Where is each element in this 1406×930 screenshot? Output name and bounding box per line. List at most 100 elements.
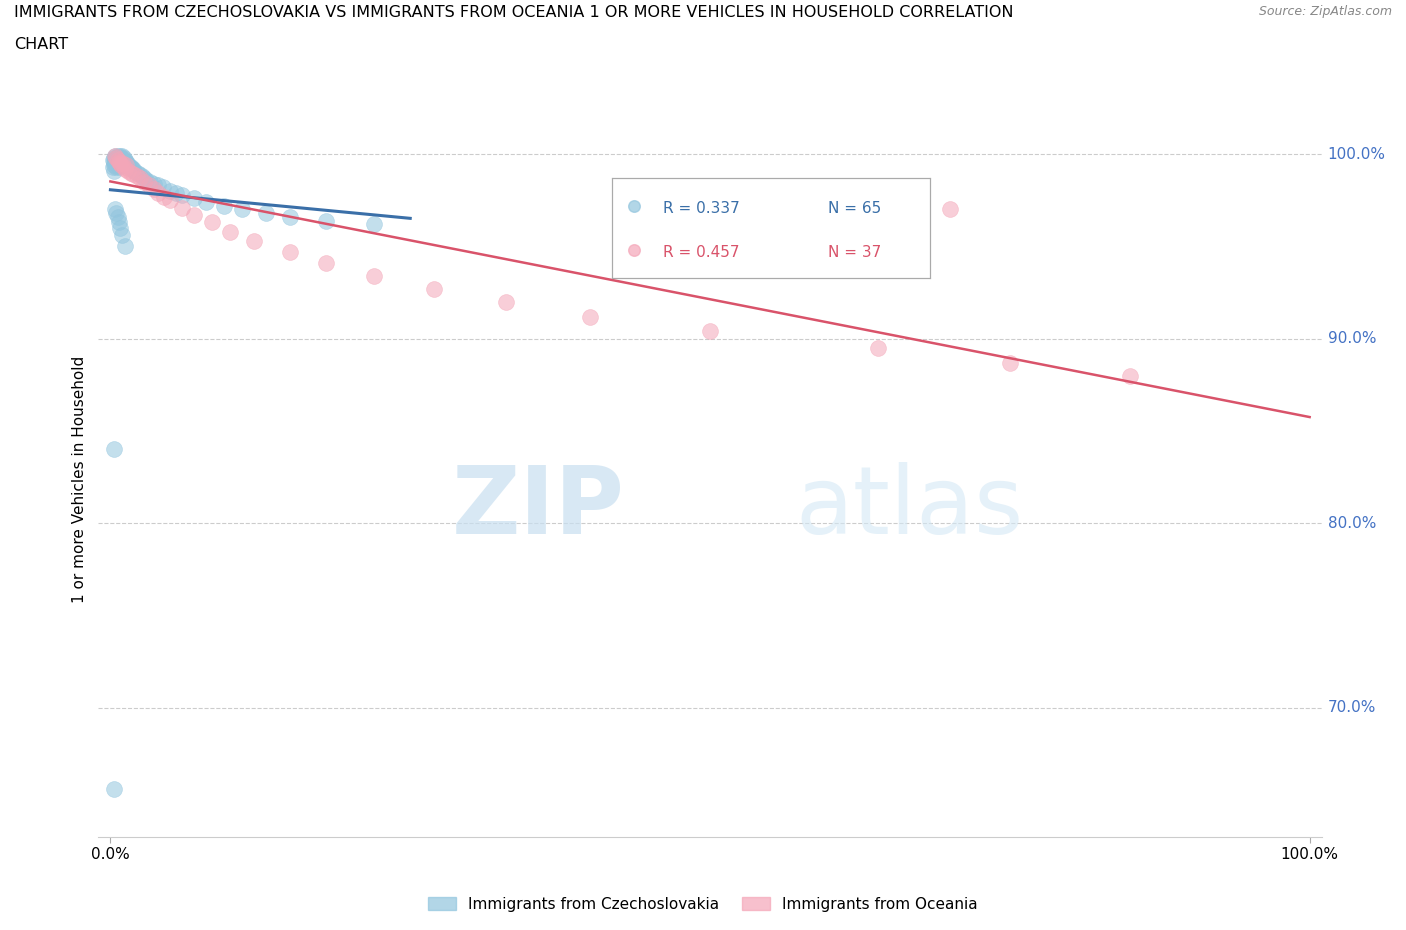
Point: [201, 215, 224, 230]
Point: [120, 166, 142, 180]
Point: [111, 156, 134, 171]
Point: [110, 151, 132, 166]
Point: [142, 181, 165, 196]
Point: [152, 179, 174, 194]
Point: [219, 224, 242, 239]
Point: [103, 151, 125, 166]
Point: [132, 171, 155, 186]
Point: [495, 294, 517, 309]
Point: [125, 166, 148, 180]
Point: [998, 355, 1021, 370]
Point: [122, 167, 145, 182]
Point: [111, 228, 134, 243]
Point: [121, 162, 143, 177]
Text: R = 0.457: R = 0.457: [664, 245, 740, 259]
Point: [278, 245, 301, 259]
Point: [111, 154, 134, 169]
Point: [114, 239, 136, 254]
Text: 100.0%: 100.0%: [1327, 147, 1386, 162]
Point: [153, 189, 176, 204]
Point: [623, 199, 645, 214]
Point: [231, 202, 253, 217]
Point: [866, 340, 889, 355]
Point: [148, 185, 170, 200]
Point: [183, 207, 205, 222]
Point: [139, 174, 162, 189]
Point: [108, 158, 131, 173]
Point: [105, 206, 128, 220]
Text: Source: ZipAtlas.com: Source: ZipAtlas.com: [1258, 5, 1392, 18]
Point: [114, 153, 136, 167]
Point: [105, 160, 128, 175]
Point: [623, 243, 645, 258]
Point: [108, 160, 129, 175]
Text: R = 0.337: R = 0.337: [664, 201, 740, 216]
Point: [108, 154, 129, 169]
Point: [112, 156, 135, 171]
Point: [132, 174, 155, 189]
Point: [117, 164, 139, 179]
Point: [104, 156, 127, 171]
Point: [103, 154, 125, 169]
Point: [101, 160, 124, 175]
Point: [104, 149, 127, 164]
Point: [148, 178, 170, 193]
Point: [112, 160, 135, 175]
Point: [125, 169, 148, 184]
Point: [104, 202, 127, 217]
Point: [363, 217, 385, 232]
Point: [103, 781, 125, 796]
Point: [214, 198, 236, 213]
Point: [131, 169, 153, 184]
Point: [183, 191, 205, 206]
Point: [103, 442, 125, 457]
Point: [114, 162, 136, 177]
Point: [195, 194, 218, 209]
Point: [112, 151, 135, 166]
Point: [105, 151, 128, 166]
Point: [243, 233, 266, 248]
Point: [939, 202, 962, 217]
Text: ZIP: ZIP: [451, 461, 624, 553]
Point: [118, 160, 141, 175]
Point: [135, 173, 157, 188]
Point: [117, 158, 139, 173]
Text: CHART: CHART: [14, 37, 67, 52]
Point: [108, 215, 129, 230]
Point: [172, 187, 194, 202]
Point: [107, 153, 129, 167]
Point: [108, 156, 131, 171]
Point: [128, 167, 150, 182]
Point: [107, 153, 129, 167]
Point: [159, 193, 181, 207]
Point: [159, 183, 181, 198]
Point: [363, 269, 385, 284]
Point: [108, 149, 131, 164]
Point: [103, 164, 125, 179]
Point: [579, 309, 602, 324]
Point: [1119, 368, 1142, 383]
Point: [108, 154, 129, 169]
Point: [138, 178, 160, 193]
Point: [165, 185, 187, 200]
Legend: Immigrants from Czechoslovakia, Immigrants from Oceania: Immigrants from Czechoslovakia, Immigran…: [422, 890, 984, 918]
Text: 80.0%: 80.0%: [1327, 516, 1376, 531]
Point: [108, 153, 131, 167]
Point: [122, 162, 145, 177]
Point: [129, 171, 152, 186]
Point: [107, 158, 129, 173]
Text: IMMIGRANTS FROM CZECHOSLOVAKIA VS IMMIGRANTS FROM OCEANIA 1 OR MORE VEHICLES IN : IMMIGRANTS FROM CZECHOSLOVAKIA VS IMMIGR…: [14, 5, 1014, 20]
Point: [142, 176, 165, 191]
Text: N = 37: N = 37: [828, 245, 882, 259]
Point: [104, 149, 127, 164]
Point: [120, 160, 142, 175]
Point: [699, 324, 721, 339]
Text: 70.0%: 70.0%: [1327, 700, 1376, 715]
Point: [110, 158, 132, 173]
Text: atlas: atlas: [796, 461, 1024, 553]
Text: 90.0%: 90.0%: [1327, 331, 1376, 346]
Point: [115, 154, 138, 169]
Point: [111, 149, 134, 164]
Point: [105, 154, 128, 169]
Point: [278, 209, 301, 224]
